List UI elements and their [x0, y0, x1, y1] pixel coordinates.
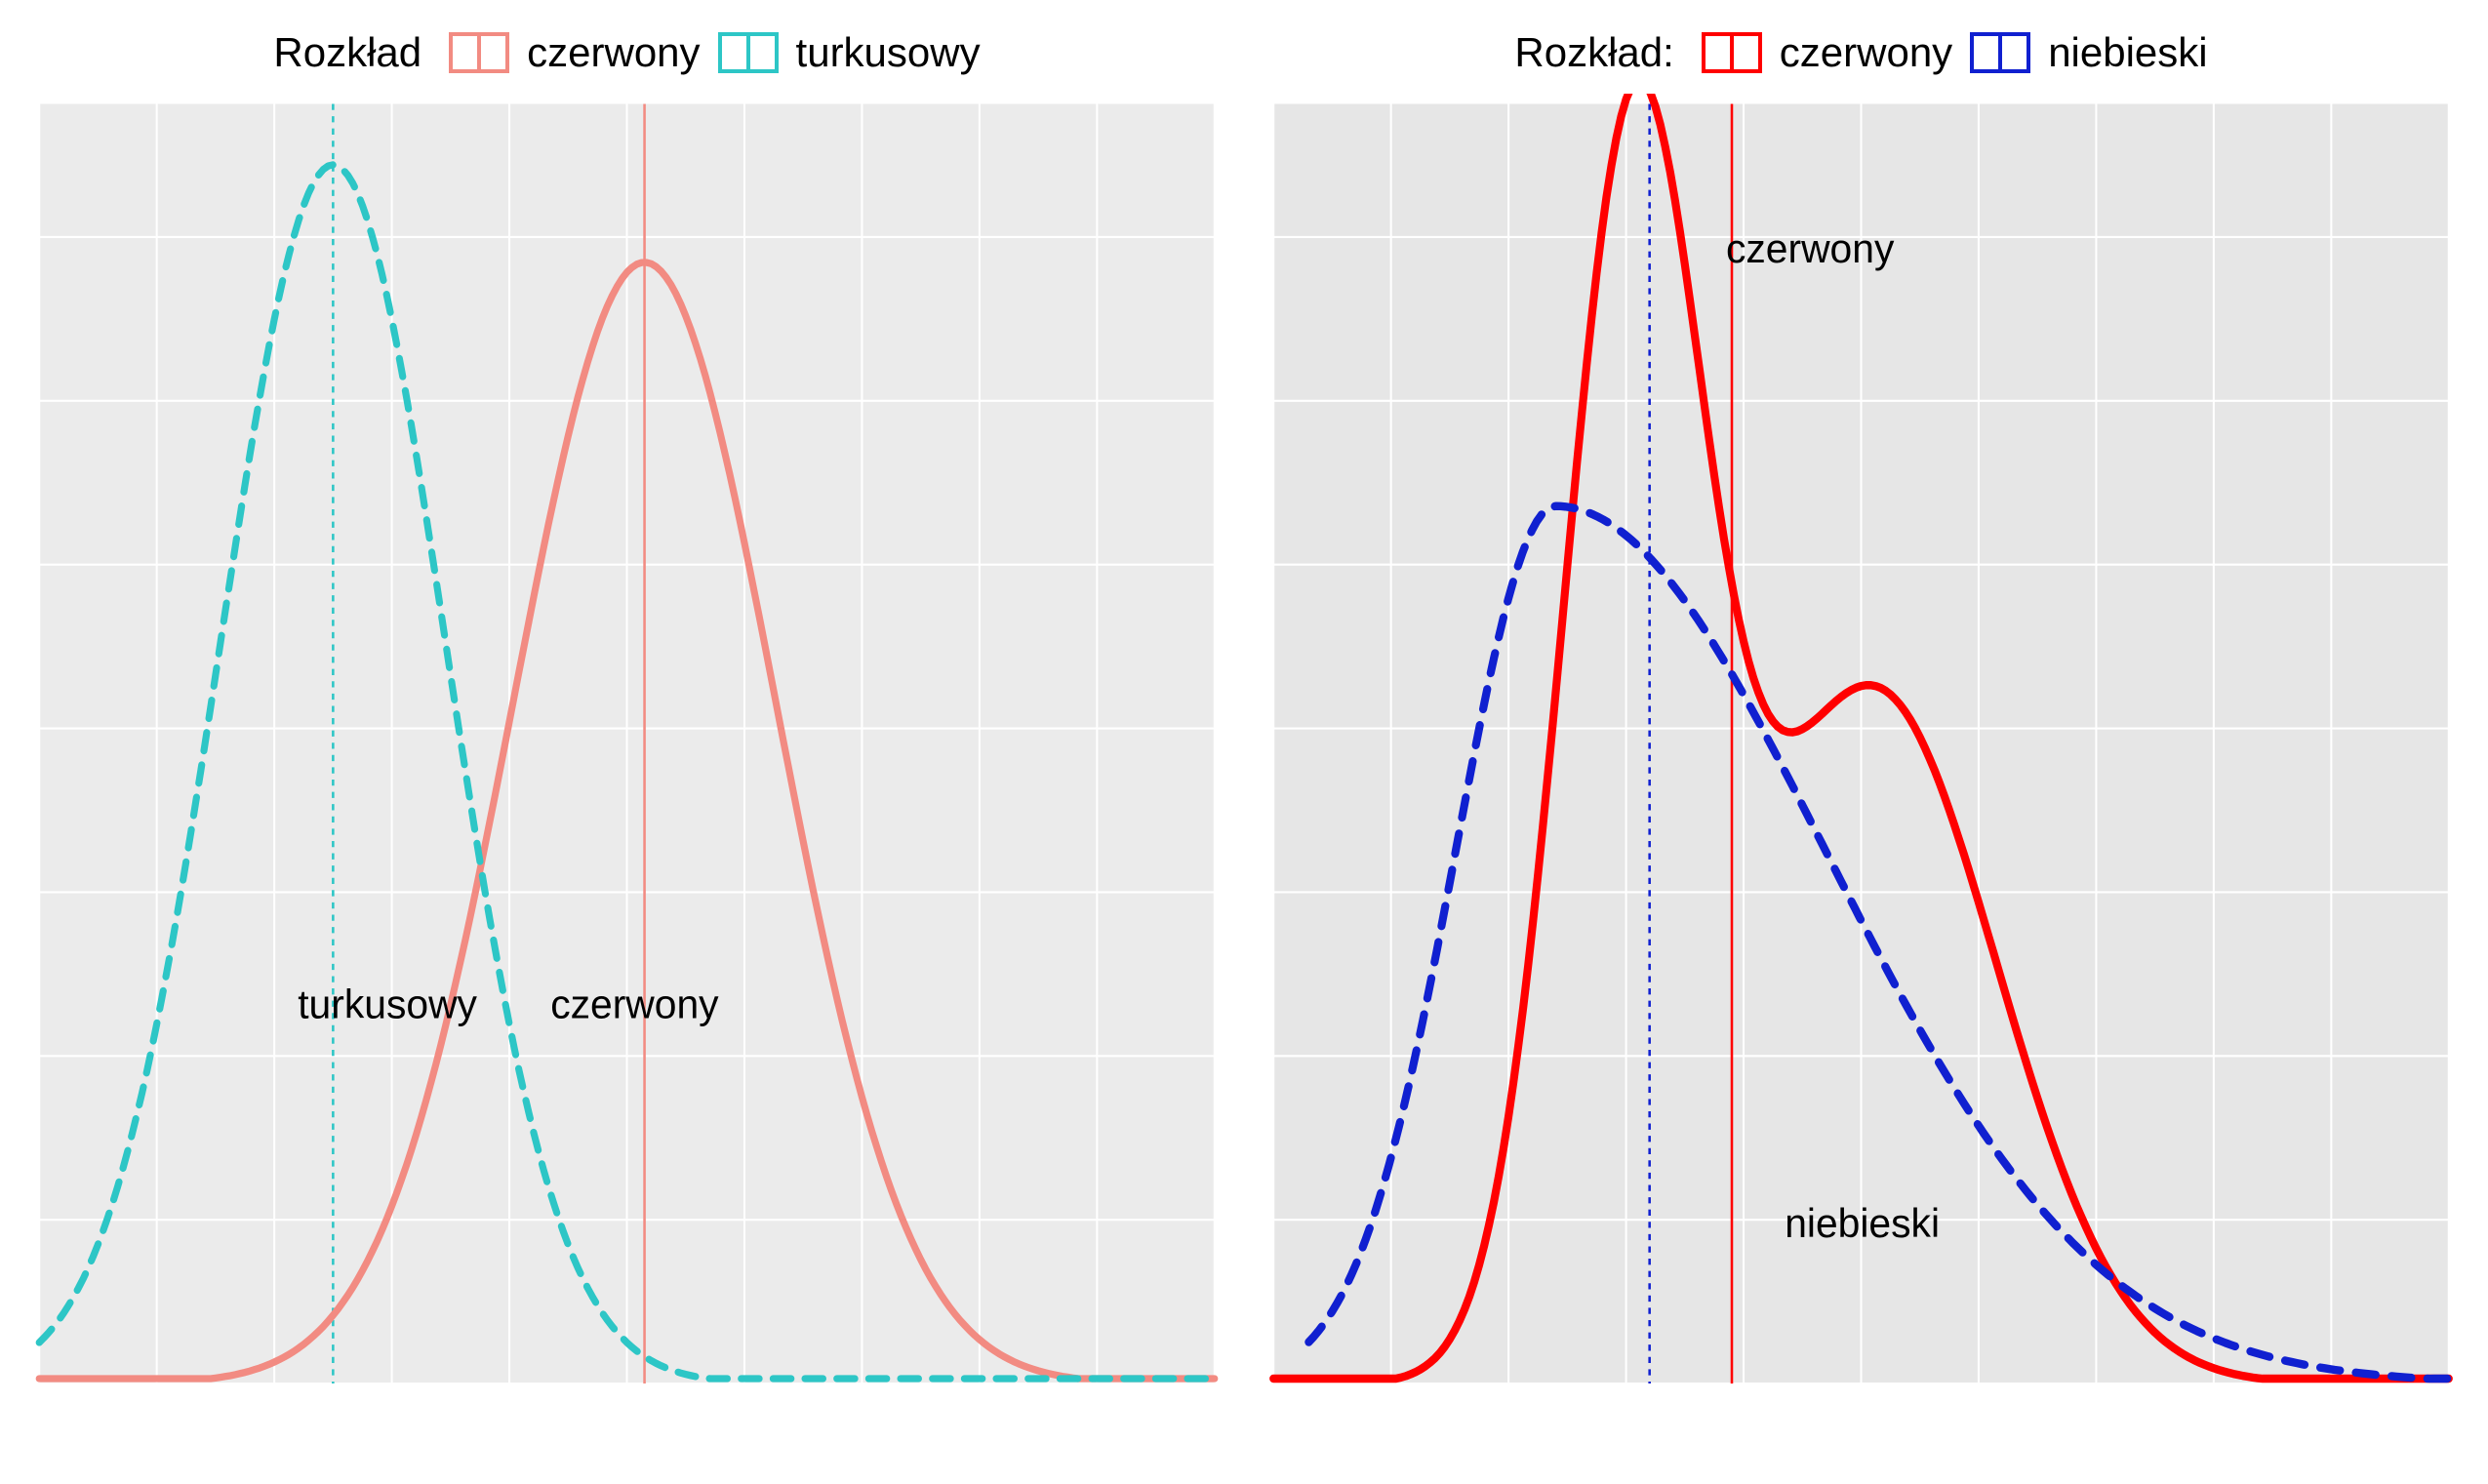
legend-right: Rozkład: czerwony niebieski — [1264, 29, 2459, 76]
panel-left: Rozkład czerwony turkusowy turkusowy czer… — [29, 29, 1224, 1445]
legend-swatch-czerwony — [449, 32, 509, 73]
legend-left: Rozkład czerwony turkusowy — [29, 29, 1224, 76]
svg-text:czerwony: czerwony — [550, 982, 719, 1027]
legend-swatch-turkusowy — [718, 32, 779, 73]
legend-label: niebieski — [2048, 29, 2207, 76]
legend-label: turkusowy — [796, 29, 981, 76]
legend-label: czerwony — [527, 29, 700, 76]
legend-title: Rozkład — [273, 29, 421, 76]
plot-right: czerwony niebieski — [1264, 94, 2459, 1445]
svg-text:turkusowy: turkusowy — [298, 982, 477, 1027]
panel-right: Rozkład: czerwony niebieski czerwony nieb… — [1264, 29, 2459, 1445]
svg-text:niebieski: niebieski — [1785, 1201, 1940, 1247]
legend-swatch-niebieski — [1970, 32, 2030, 73]
plot-svg: czerwony niebieski — [1264, 94, 2459, 1445]
svg-text:czerwony: czerwony — [1726, 225, 1895, 271]
plot-svg: turkusowy czerwony — [29, 94, 1224, 1445]
legend-label: czerwony — [1780, 29, 1952, 76]
plot-left: turkusowy czerwony — [29, 94, 1224, 1445]
legend-title: Rozkład: — [1514, 29, 1673, 76]
chart-pair: Rozkład czerwony turkusowy turkusowy czer… — [0, 0, 2488, 1484]
legend-swatch-czerwony — [1702, 32, 1762, 73]
